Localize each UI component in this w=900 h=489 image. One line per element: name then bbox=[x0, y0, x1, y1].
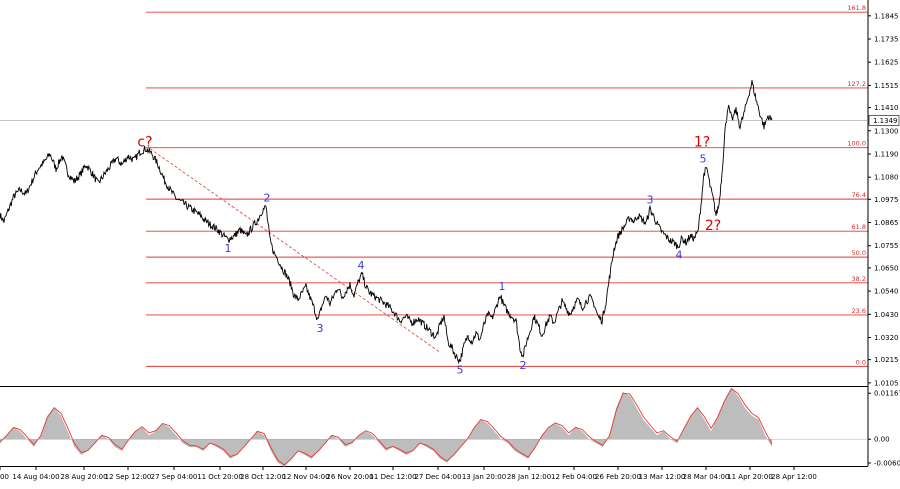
fib-level-label: 50.0 bbox=[852, 249, 866, 257]
x-tick-label: 13 Mar 12:00 bbox=[639, 473, 686, 481]
x-tick-label: 26 Nov 20:00 bbox=[326, 473, 373, 481]
y-tick-label: 1.0650 bbox=[874, 264, 899, 272]
x-tick-label: 11 Dec 12:00 bbox=[369, 473, 416, 481]
x-tick-label: 14 Aug 04:00 bbox=[12, 473, 59, 481]
x-tick-label: 12 Feb 04:00 bbox=[551, 473, 597, 481]
wave-label: 5 bbox=[700, 152, 707, 165]
x-tick-label: 13 Jan 20:00 bbox=[462, 473, 506, 481]
wave-label: 4 bbox=[676, 248, 683, 261]
y-tick-label: 1.1735 bbox=[874, 36, 899, 44]
y-tick-label: 1.1845 bbox=[874, 12, 899, 20]
osc-tick-label: 0.01167 bbox=[874, 390, 900, 398]
wave-label: 2? bbox=[705, 218, 721, 234]
y-tick-label: 1.0540 bbox=[874, 288, 899, 296]
x-tick-label: 28 Aug 20:00 bbox=[60, 473, 107, 481]
y-tick-label: 1.1300 bbox=[874, 127, 899, 135]
wave-label: 2 bbox=[520, 359, 527, 372]
y-tick-label: 1.0865 bbox=[874, 219, 899, 227]
y-tick-label: 1.1080 bbox=[874, 174, 899, 182]
y-tick-label: 1.0755 bbox=[874, 242, 899, 250]
fib-level-label: 76.4 bbox=[852, 191, 866, 199]
price-series-line bbox=[0, 80, 773, 365]
current-price-label: 1.1349 bbox=[873, 117, 898, 125]
x-tick-label: 27 Dec 04:00 bbox=[414, 473, 461, 481]
x-tick-label: 28 Jan 12:00 bbox=[507, 473, 551, 481]
trend-line bbox=[149, 148, 441, 353]
wave-label: 1? bbox=[694, 135, 710, 151]
y-tick-label: 1.0975 bbox=[874, 196, 899, 204]
wave-label: c? bbox=[137, 135, 152, 151]
y-tick-label: 1.0430 bbox=[874, 311, 899, 319]
y-tick-label: 1.1410 bbox=[874, 104, 899, 112]
x-tick-label: 28 Oct 12:00 bbox=[240, 473, 286, 481]
osc-tick-label: 0.00 bbox=[874, 436, 890, 444]
osc-signal-line bbox=[0, 387, 773, 466]
x-tick-label: 28 Mar 04:00 bbox=[683, 473, 730, 481]
fib-level-label: 161.8 bbox=[847, 4, 866, 12]
wave-label: 3 bbox=[647, 194, 654, 207]
x-tick-label: 27 Sep 04:00 bbox=[151, 473, 198, 481]
osc-tick-label: -0.00604 bbox=[874, 460, 900, 468]
wave-label: 2 bbox=[264, 191, 271, 204]
x-tick-label: 12 Nov 04:00 bbox=[282, 473, 329, 481]
x-tick-label: 26 Feb 20:00 bbox=[595, 473, 641, 481]
y-tick-label: 1.0105 bbox=[874, 379, 899, 387]
y-tick-label: 1.1515 bbox=[874, 82, 899, 90]
fib-level-label: 38.2 bbox=[852, 275, 866, 283]
wave-label: 1 bbox=[225, 242, 232, 255]
x-tick-label: 00 bbox=[0, 473, 9, 481]
fib-level-label: 127.2 bbox=[847, 80, 866, 88]
y-tick-label: 1.0215 bbox=[874, 356, 899, 364]
current-price-box bbox=[868, 115, 900, 126]
wave-label: 5 bbox=[457, 363, 464, 376]
wave-label: 1 bbox=[499, 280, 506, 293]
fib-level-label: 23.6 bbox=[852, 307, 866, 315]
x-tick-label: 12 Sep 12:00 bbox=[105, 473, 152, 481]
fib-level-label: 61.8 bbox=[852, 223, 866, 231]
fib-level-label: 0.0 bbox=[856, 358, 866, 366]
osc-histogram bbox=[0, 388, 772, 467]
x-tick-label: 11 Apr 20:00 bbox=[727, 473, 773, 481]
wave-label: 3 bbox=[317, 322, 324, 335]
fib-level-label: 100.0 bbox=[847, 140, 866, 148]
y-tick-label: 1.0320 bbox=[874, 334, 899, 342]
x-tick-label: 11 Oct 20:00 bbox=[197, 473, 243, 481]
y-tick-label: 1.1625 bbox=[874, 59, 899, 67]
wave-label: 4 bbox=[358, 259, 365, 272]
x-tick-label: 28 Apr 12:00 bbox=[771, 473, 817, 481]
y-tick-label: 1.1190 bbox=[874, 150, 899, 158]
